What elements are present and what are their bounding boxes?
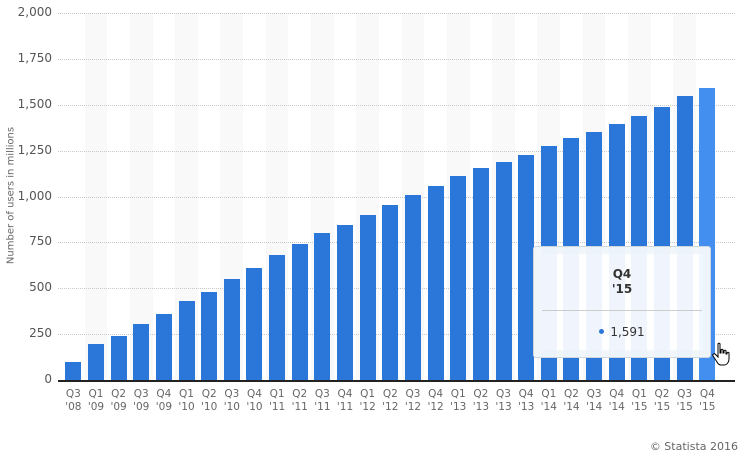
x-tick-label: Q4'15 (699, 388, 716, 413)
bar-q1-10[interactable] (178, 300, 195, 380)
x-tick-label: Q4'13 (518, 388, 535, 413)
x-tick-label: Q3'13 (495, 388, 512, 413)
bar-q4-12[interactable] (427, 186, 444, 380)
series-dot-icon (599, 329, 605, 334)
x-tick-label: Q3'08 (65, 388, 82, 413)
bar-q3-08[interactable] (65, 361, 82, 380)
y-tick-label: 1,750 (17, 50, 52, 65)
y-tick-label: 500 (29, 280, 52, 295)
gridline (58, 150, 735, 152)
bar-q4-10[interactable] (246, 268, 263, 380)
x-tick-label: Q3'14 (585, 388, 603, 413)
x-tick-label: Q4'09 (155, 388, 172, 413)
bar-q4-09[interactable] (155, 313, 172, 380)
bar-q3-13[interactable] (495, 161, 512, 380)
y-tick-label: 1,500 (17, 96, 52, 111)
tooltip: Q4 '15 1,591 (533, 246, 711, 358)
bar-q4-11[interactable] (337, 224, 354, 380)
x-tick-label: Q3'09 (133, 388, 150, 413)
bar-q3-12[interactable] (404, 195, 421, 380)
y-tick-label: 750 (29, 234, 52, 249)
x-tick-label: Q2'15 (653, 388, 671, 413)
x-tick-label: Q4'10 (246, 388, 263, 413)
x-tick-label: Q1'15 (631, 388, 648, 413)
y-axis-label: Number of users in millions (5, 126, 17, 265)
tooltip-divider (542, 310, 702, 311)
bar-q1-09[interactable] (87, 343, 104, 380)
x-tick-label: Q3'15 (676, 388, 693, 413)
x-tick-label: Q1'09 (87, 388, 105, 413)
x-tick-label: Q4'14 (608, 388, 625, 413)
x-tick-label: Q2'12 (382, 388, 399, 413)
x-axis-line (58, 380, 735, 382)
bar-q2-12[interactable] (382, 204, 399, 380)
bar-q2-09[interactable] (110, 335, 127, 380)
x-tick-label: Q2'14 (563, 388, 580, 413)
x-tick-label: Q3'10 (223, 388, 240, 413)
bar-q2-11[interactable] (291, 244, 308, 380)
tooltip-value: 1,591 (534, 325, 710, 339)
gridline (58, 196, 735, 198)
x-tick-label: Q2'13 (472, 388, 489, 413)
x-tick-label: Q3'12 (404, 388, 422, 413)
bar-q2-13[interactable] (472, 168, 489, 380)
gridline (58, 13, 735, 14)
x-tick-label: Q2'11 (291, 388, 308, 413)
y-tick-label: 1,250 (17, 142, 52, 157)
y-tick-label: 2,000 (17, 5, 52, 19)
x-tick-label: Q1'13 (450, 388, 467, 413)
y-tick-label: 1,000 (17, 188, 52, 203)
bar-q1-12[interactable] (359, 214, 376, 380)
bar-q4-13[interactable] (518, 154, 535, 380)
x-tick-label: Q1'12 (359, 388, 376, 413)
bar-q1-13[interactable] (450, 176, 467, 380)
x-tick-label: Q3'11 (314, 388, 331, 413)
bar-q2-10[interactable] (201, 291, 218, 380)
x-tick-label: Q2'09 (110, 388, 127, 413)
x-tick-label: Q4'11 (336, 388, 354, 413)
source-credit: © Statista 2016 (649, 440, 738, 453)
hand-cursor-icon (712, 342, 730, 366)
x-tick-label: Q1'14 (540, 388, 557, 413)
bar-q3-11[interactable] (314, 233, 331, 380)
tooltip-title: Q4 '15 (611, 267, 633, 296)
x-tick-label: Q2'10 (201, 388, 218, 413)
y-tick-label: 0 (44, 372, 52, 386)
bar-q3-09[interactable] (133, 324, 150, 380)
bar-q1-11[interactable] (269, 255, 286, 380)
gridline (58, 104, 735, 106)
x-tick-label: Q1'11 (268, 388, 286, 413)
x-tick-label: Q1'10 (178, 388, 195, 413)
gridline (58, 58, 735, 60)
y-tick-label: 250 (29, 326, 52, 341)
bar-q3-10[interactable] (223, 279, 240, 380)
x-tick-label: Q4'12 (427, 388, 444, 413)
